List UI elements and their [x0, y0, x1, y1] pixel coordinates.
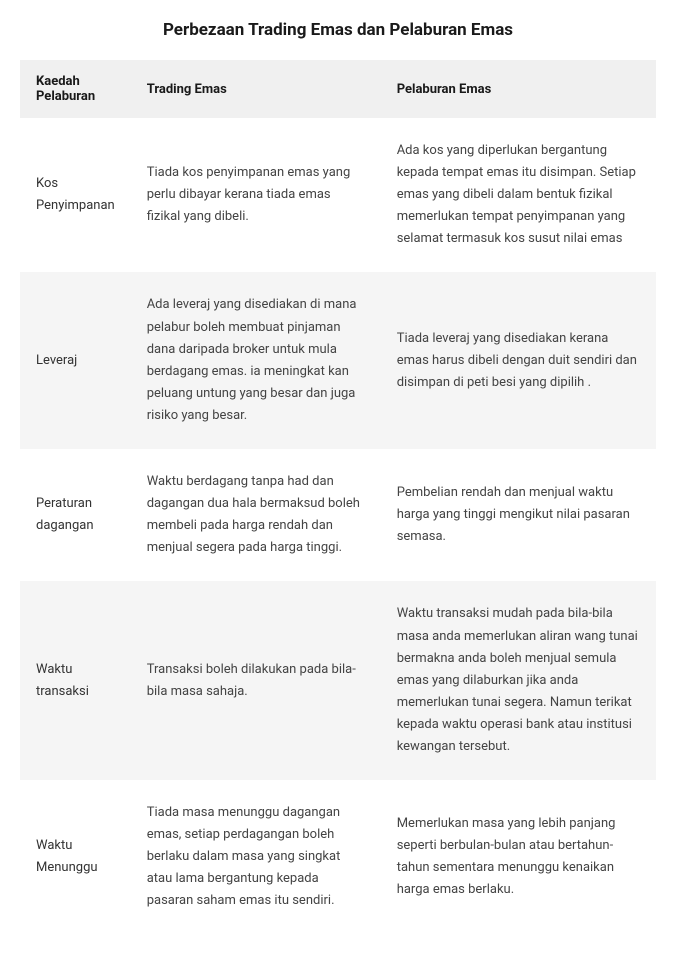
cell-trading: Waktu berdagang tanpa had dan dagangan d… — [131, 449, 381, 581]
table-row: Waktu Menunggu Tiada masa menunggu dagan… — [20, 780, 656, 934]
comparison-table: Kaedah Pelaburan Trading Emas Pelaburan … — [20, 60, 656, 935]
cell-method: Waktu Menunggu — [20, 780, 131, 934]
cell-trading: Tiada kos penyimpanan emas yang perlu di… — [131, 118, 381, 272]
cell-method: Kos Penyimpanan — [20, 118, 131, 272]
cell-method: Leveraj — [20, 272, 131, 449]
cell-investment: Pembelian rendah dan menjual waktu harga… — [381, 449, 656, 581]
table-row: Waktu transaksi Transaksi boleh dilakuka… — [20, 581, 656, 780]
cell-trading: Tiada masa menunggu dagangan emas, setia… — [131, 780, 381, 934]
cell-investment: Ada kos yang diperlukan bergantung kepad… — [381, 118, 656, 272]
cell-investment: Tiada leveraj yang disediakan kerana ema… — [381, 272, 656, 449]
table-row: Leveraj Ada leveraj yang disediakan di m… — [20, 272, 656, 449]
cell-trading: Ada leveraj yang disediakan di mana pela… — [131, 272, 381, 449]
col-header-investment: Pelaburan Emas — [381, 60, 656, 118]
cell-investment: Memerlukan masa yang lebih panjang seper… — [381, 780, 656, 934]
col-header-trading: Trading Emas — [131, 60, 381, 118]
cell-method: Peraturan dagangan — [20, 449, 131, 581]
page-title: Perbezaan Trading Emas dan Pelaburan Ema… — [20, 20, 656, 40]
cell-trading: Transaksi boleh dilakukan pada bila-bila… — [131, 581, 381, 780]
table-row: Peraturan dagangan Waktu berdagang tanpa… — [20, 449, 656, 581]
table-row: Kos Penyimpanan Tiada kos penyimpanan em… — [20, 118, 656, 272]
col-header-method: Kaedah Pelaburan — [20, 60, 131, 118]
cell-investment: Waktu transaksi mudah pada bila-bila mas… — [381, 581, 656, 780]
cell-method: Waktu transaksi — [20, 581, 131, 780]
table-header-row: Kaedah Pelaburan Trading Emas Pelaburan … — [20, 60, 656, 118]
